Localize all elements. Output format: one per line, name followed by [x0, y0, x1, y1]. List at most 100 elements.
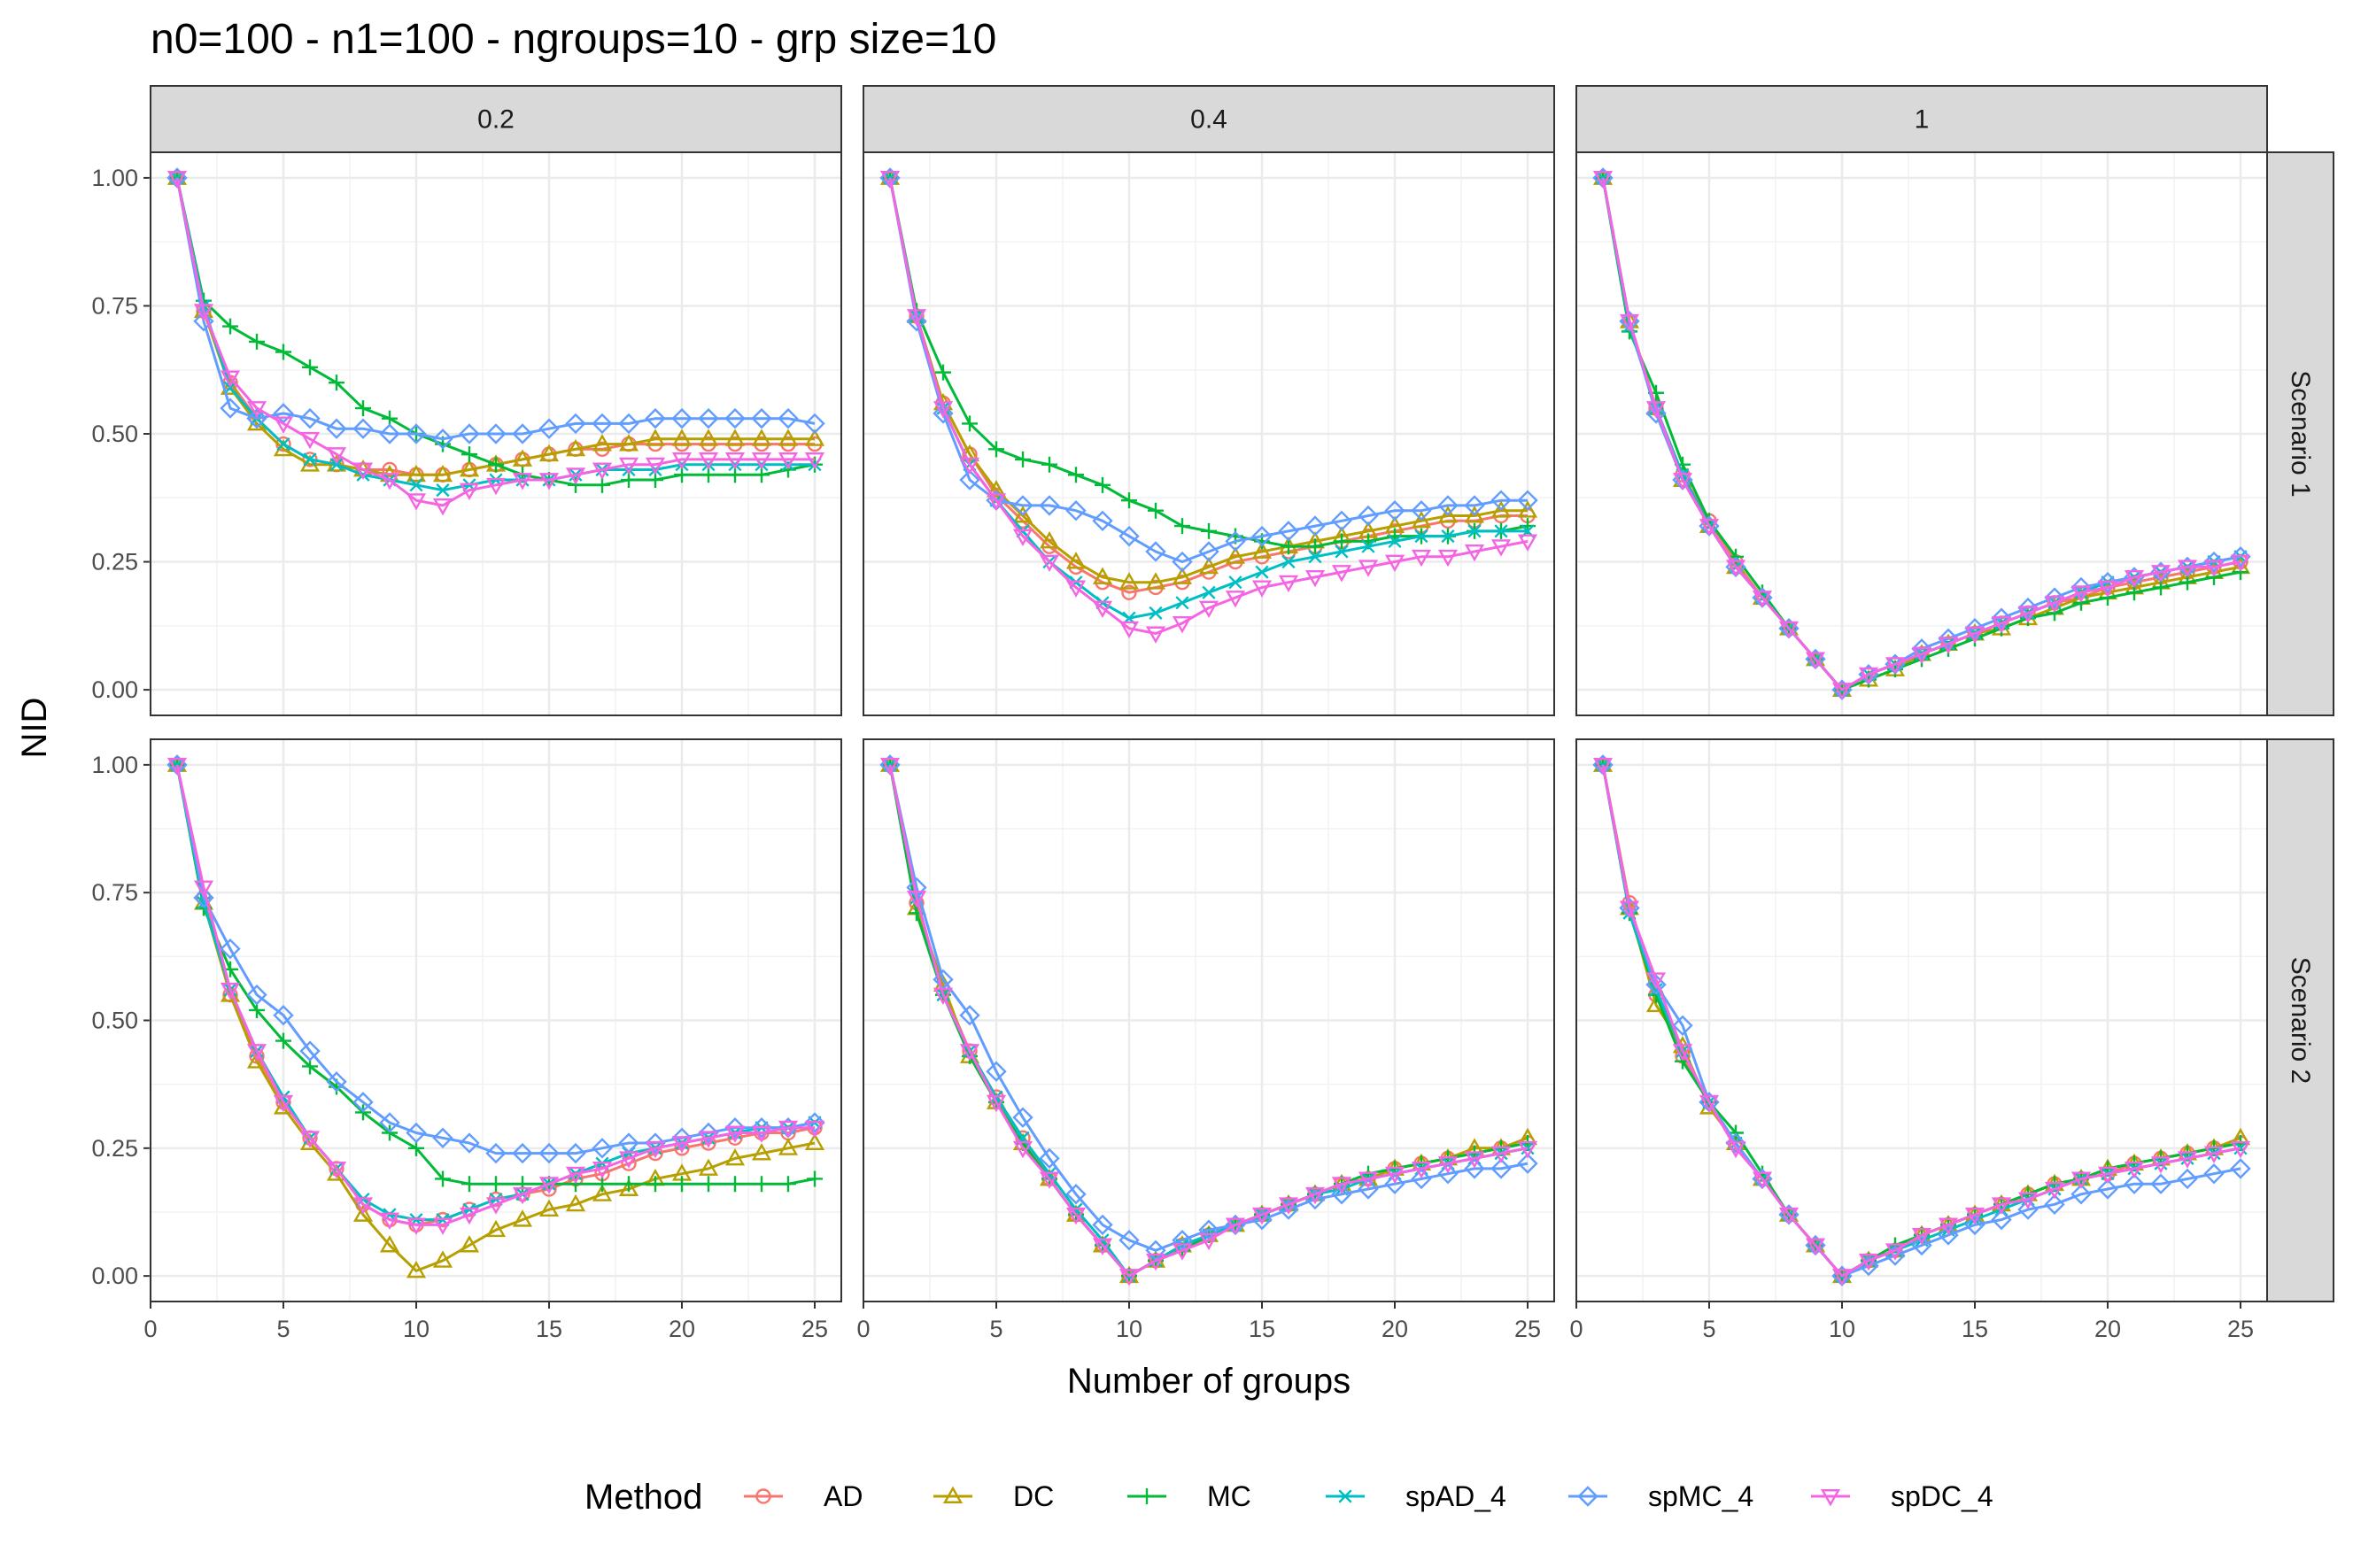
data-point — [1095, 476, 1111, 493]
data-point — [512, 423, 533, 444]
series-line — [1601, 177, 2241, 691]
data-point — [804, 1112, 825, 1133]
data-point — [986, 1061, 1007, 1082]
data-point — [273, 1005, 294, 1026]
data-point — [485, 1197, 507, 1215]
data-point — [512, 1186, 533, 1205]
data-point — [935, 364, 951, 381]
data-point — [461, 446, 477, 463]
y-tick-label: 1.00 — [91, 165, 138, 191]
data-point — [1251, 525, 1273, 547]
data-point — [246, 407, 267, 429]
data-point — [1991, 1209, 2012, 1231]
facet-panel — [862, 738, 1555, 1302]
data-point — [406, 1122, 427, 1144]
data-point — [459, 423, 480, 444]
data-point — [1858, 1253, 1879, 1271]
data-point — [352, 462, 374, 480]
data-point — [2203, 1162, 2225, 1185]
data-point — [1121, 492, 1137, 509]
data-point — [698, 429, 719, 446]
data-point — [246, 401, 267, 419]
data-point — [568, 476, 584, 493]
data-point — [193, 311, 214, 332]
data-point — [1517, 500, 1538, 518]
data-point — [1278, 521, 1299, 542]
data-point — [959, 457, 980, 475]
column-strip: 0.4 — [863, 85, 1555, 153]
data-point — [1172, 551, 1193, 573]
facet-panel — [1575, 151, 2268, 716]
data-point — [538, 1142, 560, 1164]
data-point — [432, 1217, 453, 1235]
data-point — [2203, 1146, 2225, 1164]
data-point — [1304, 1186, 1326, 1205]
x-axis-title: Number of groups — [1067, 1362, 1351, 1401]
data-point — [1464, 506, 1485, 523]
series-line — [175, 177, 816, 441]
x-tick-label: 25 — [1514, 1316, 1541, 1342]
data-point — [1858, 667, 1879, 685]
data-point — [2097, 1178, 2118, 1200]
data-point — [906, 311, 927, 332]
data-point — [804, 452, 825, 470]
data-point — [1964, 1207, 1985, 1225]
data-point — [1198, 600, 1219, 619]
series-line — [1601, 764, 2241, 1278]
data-point — [299, 1040, 321, 1062]
x-tick-label: 25 — [801, 1316, 828, 1342]
data-point — [1281, 554, 1296, 569]
data-point — [432, 498, 453, 516]
data-point — [724, 452, 746, 470]
chart-title: n0=100 - n1=100 - ngroups=10 - grp size=… — [151, 16, 996, 63]
data-point — [538, 473, 560, 490]
y-tick-label: 0.25 — [91, 549, 138, 575]
data-point — [1725, 560, 1746, 577]
data-point — [459, 1235, 480, 1253]
data-point — [432, 1250, 453, 1268]
data-point — [727, 1130, 743, 1146]
data-point — [459, 460, 480, 477]
panel-border — [150, 151, 842, 716]
data-point — [1065, 1207, 1087, 1225]
data-point — [2124, 569, 2145, 588]
data-point — [299, 407, 321, 429]
data-point — [751, 1117, 772, 1139]
data-point — [273, 416, 294, 434]
data-point — [302, 359, 318, 375]
data-point — [461, 1176, 477, 1193]
data-point — [220, 398, 241, 419]
data-point — [1414, 529, 1428, 544]
data-point — [379, 1235, 400, 1253]
data-point — [568, 1176, 584, 1193]
data-point — [2097, 1166, 2118, 1185]
y-tick-label: 0.25 — [91, 1135, 138, 1162]
legend-label: AD — [824, 1480, 863, 1512]
data-point — [592, 434, 613, 452]
data-point — [1118, 525, 1140, 547]
x-tick-label: 10 — [1829, 1316, 1855, 1342]
data-point — [1490, 1146, 1512, 1164]
data-point — [751, 407, 772, 429]
data-point — [1964, 618, 1985, 639]
data-point — [1437, 495, 1459, 516]
data-point — [1118, 1230, 1140, 1251]
column-strip: 0.2 — [150, 85, 842, 153]
data-point — [1645, 403, 1667, 424]
data-point — [592, 1184, 613, 1201]
legend-label: spAD_4 — [1405, 1480, 1506, 1512]
row-strip-label: Scenario 1 — [2286, 370, 2315, 497]
data-point — [724, 1125, 746, 1143]
data-point — [1490, 490, 1512, 511]
data-point — [592, 462, 613, 480]
data-point — [565, 1193, 586, 1212]
data-point — [485, 1219, 507, 1238]
data-point — [698, 407, 719, 429]
data-point — [1308, 550, 1322, 564]
data-point — [1331, 565, 1352, 583]
x-tick-label: 20 — [669, 1316, 695, 1342]
data-point — [751, 452, 772, 470]
data-point — [2230, 1140, 2251, 1159]
data-point — [698, 1158, 719, 1176]
